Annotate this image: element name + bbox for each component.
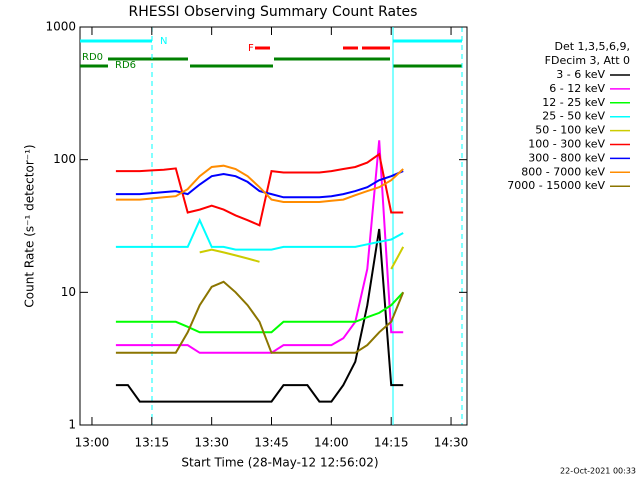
y-tick-label: 1	[68, 418, 76, 432]
chart-title: RHESSI Observing Summary Count Rates	[129, 4, 418, 20]
legend-label: 3 - 6 keV	[556, 68, 605, 81]
legend-label: 6 - 12 keV	[549, 82, 605, 95]
annotation: N	[160, 36, 167, 47]
legend-label: 300 - 800 keV	[528, 151, 605, 164]
series-line	[115, 228, 404, 403]
x-tick-label: 13:00	[75, 436, 110, 450]
legend-label: 25 - 50 keV	[542, 110, 605, 123]
series-line	[115, 152, 404, 227]
footer: 22-Oct-2021 00:33	[560, 467, 636, 476]
status-bars	[80, 39, 462, 68]
legend-label: 800 - 7000 keV	[521, 165, 605, 178]
x-tick-label: 13:15	[135, 436, 170, 450]
series-line	[115, 170, 404, 199]
x-tick-label: 14:15	[374, 436, 409, 450]
y-axis-label: Count Rate (s⁻¹ detector⁻¹)	[23, 144, 37, 307]
y-tick-label: 10	[61, 285, 76, 299]
legend-label: 12 - 25 keV	[542, 96, 605, 109]
plot-frame	[79, 26, 468, 426]
x-tick-label: 13:30	[194, 436, 229, 450]
x-tick-label: 13:45	[254, 436, 289, 450]
series-line	[199, 246, 405, 270]
x-tick-label: 14:30	[434, 436, 469, 450]
legend-label: 7000 - 15000 keV	[507, 179, 605, 192]
legend-label: 100 - 300 keV	[528, 138, 605, 151]
series-line	[115, 280, 405, 354]
annotation: F	[248, 43, 254, 54]
series-line	[115, 217, 404, 251]
series-line	[115, 164, 404, 203]
legend-header: Det 1,3,5,6,9,	[554, 40, 630, 53]
x-tick-label: 14:00	[314, 436, 349, 450]
x-axis-label: Start Time (28-May-12 12:56:02)	[181, 456, 378, 470]
y-tick-label: 1000	[45, 20, 76, 34]
annotation: RD0	[82, 52, 103, 63]
annotation: RD6	[115, 60, 136, 71]
legend-label: 50 - 100 keV	[535, 124, 605, 137]
series-line	[115, 291, 404, 334]
y-tick-label: 100	[53, 152, 76, 166]
legend-header: FDecim 3, Att 0	[545, 54, 630, 67]
